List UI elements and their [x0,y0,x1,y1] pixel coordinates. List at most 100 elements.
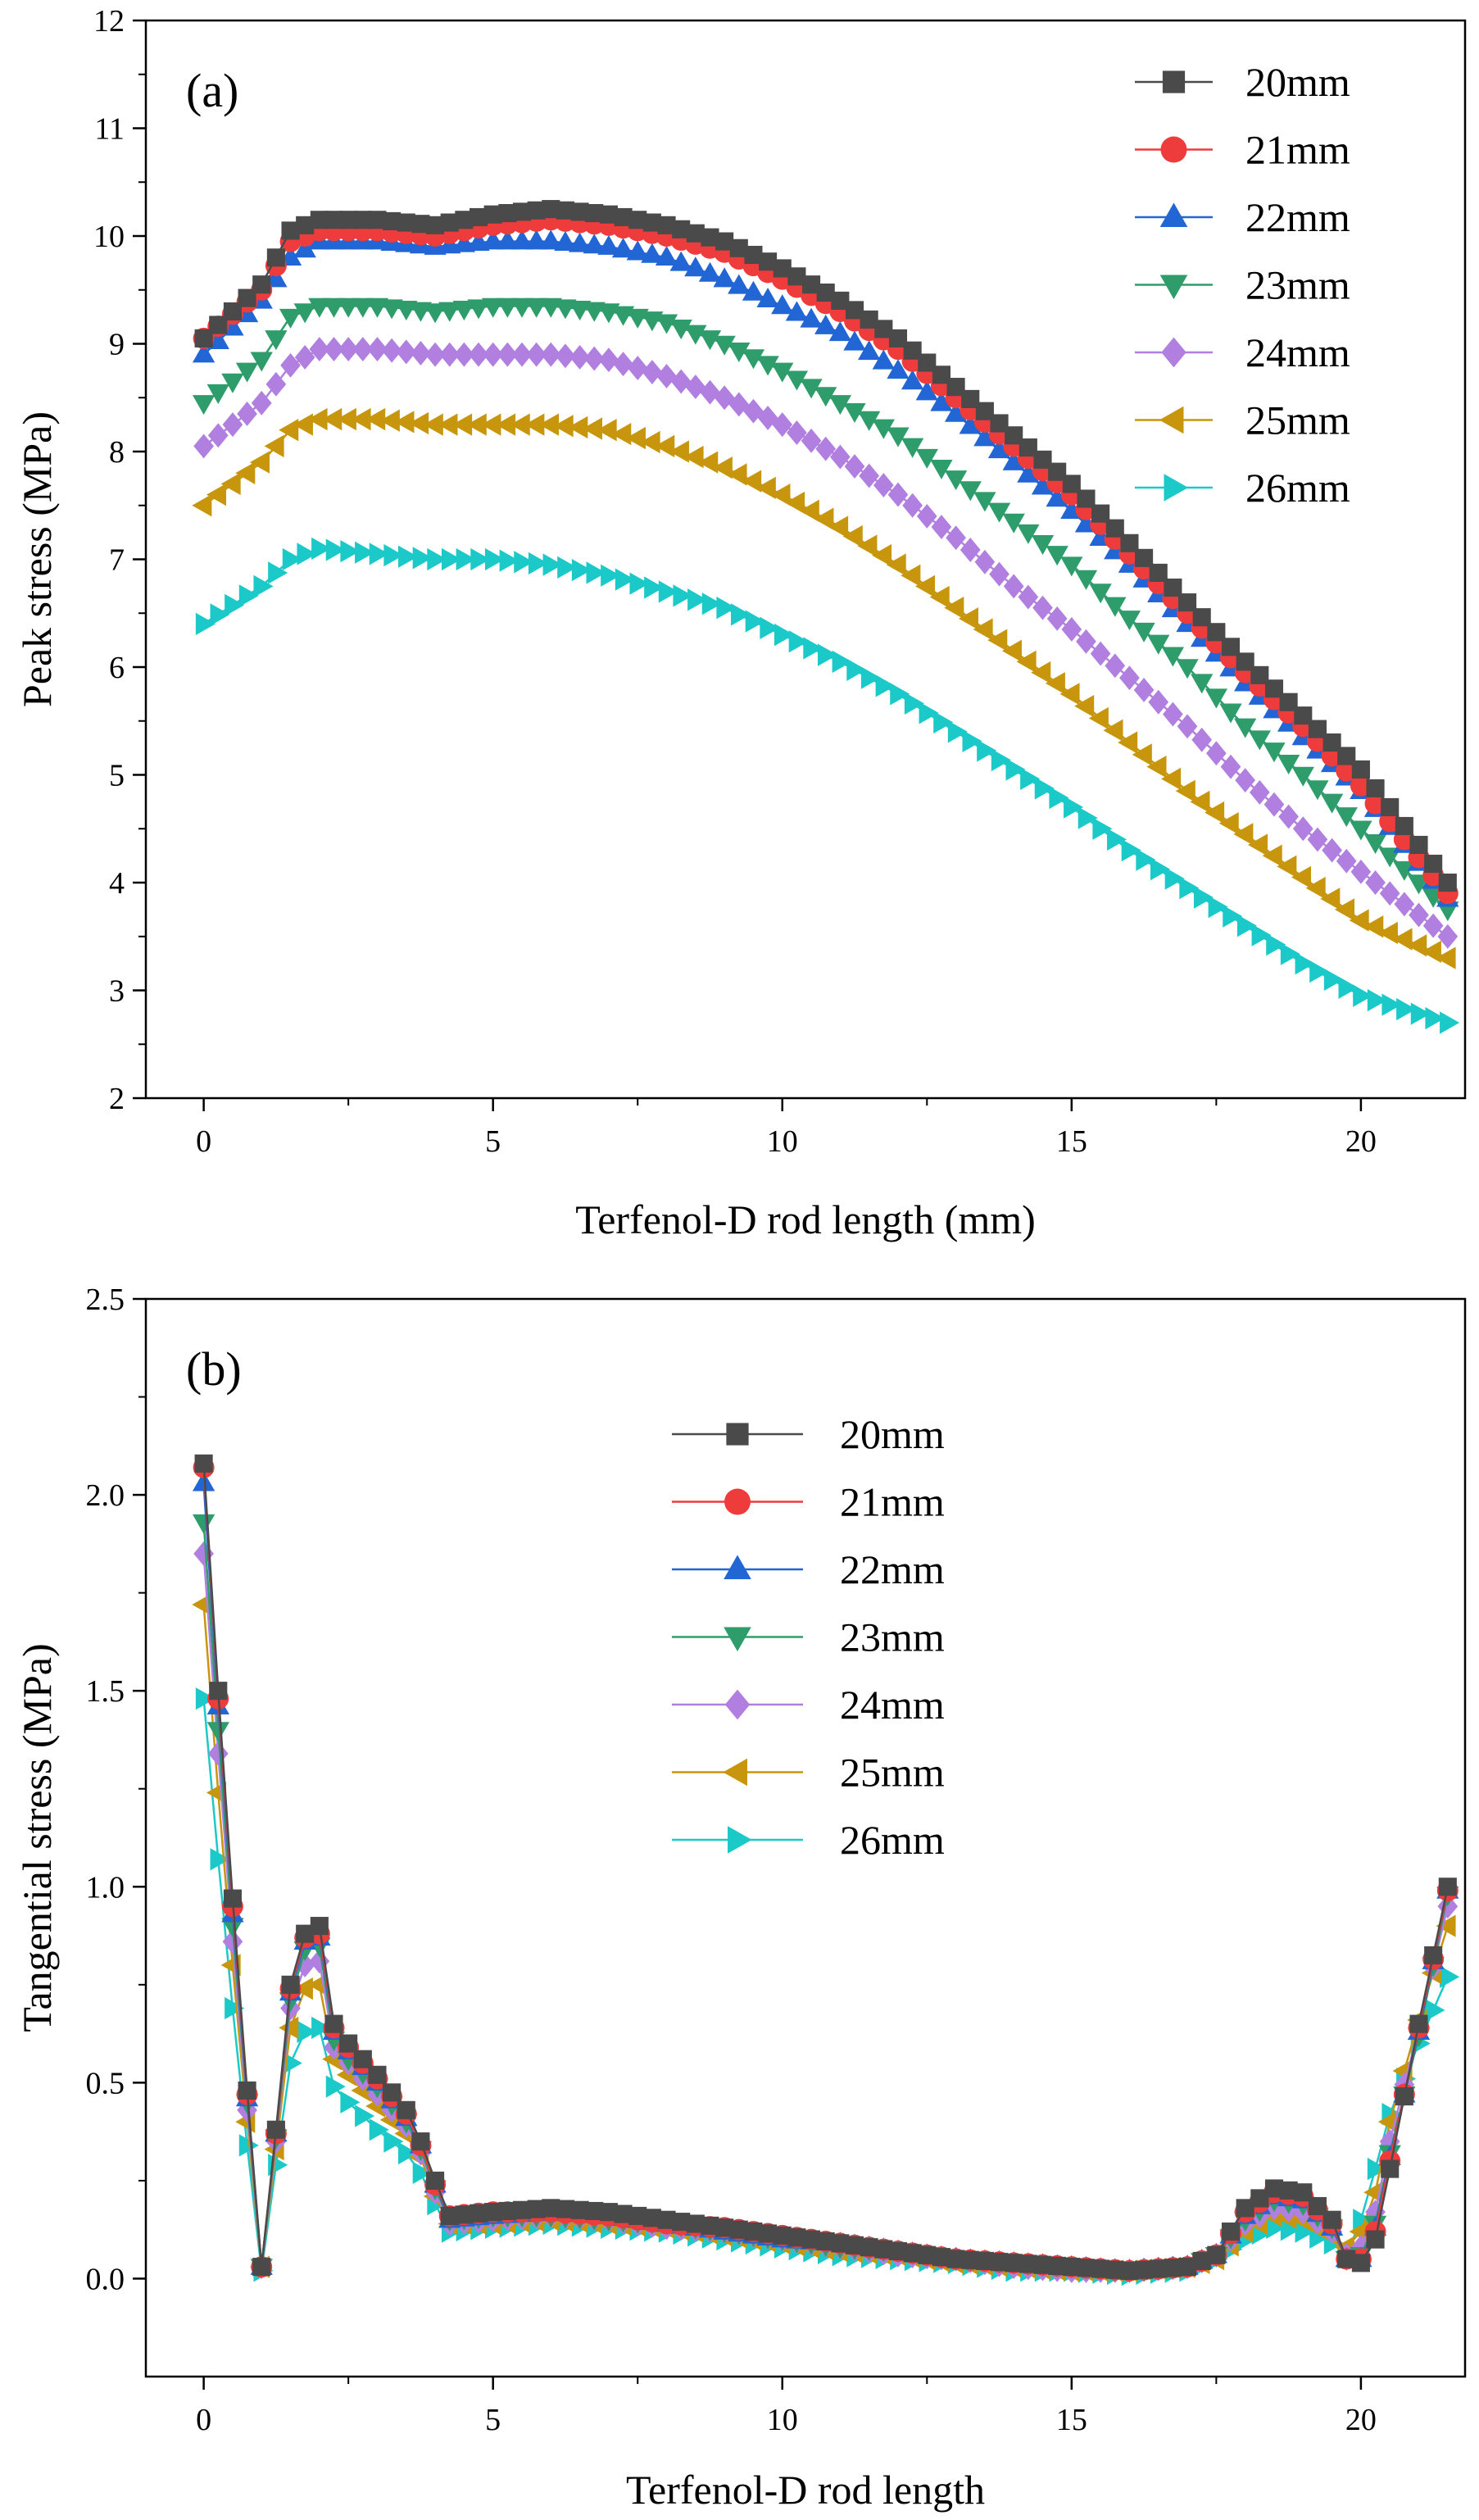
data-point-20mm [614,207,633,227]
data-point-22mm [655,246,678,266]
data-point-20mm [628,2206,647,2225]
data-point-20mm [729,238,748,257]
data-point-26mm [311,2016,332,2040]
data-point-25mm [293,1977,313,2000]
data-point-20mm [1424,854,1443,874]
data-point-26mm [571,559,592,582]
data-point-25mm [466,413,487,436]
data-point-22mm [554,230,577,251]
data-point-23mm [1191,674,1214,694]
data-point-25mm [625,426,646,450]
data-point-24mm [222,412,243,438]
data-point-23mm [800,379,823,399]
data-point-26mm [1338,976,1359,999]
legend-item-26mm: 26mm [1135,465,1350,511]
data-point-20mm [527,2200,546,2218]
data-point-20mm [310,211,329,229]
data-point-25mm [1161,767,1182,791]
data-point-25mm [1363,915,1384,938]
data-point-20mm [339,211,358,229]
data-point-25mm [307,407,328,431]
data-point-23mm [424,303,447,324]
data-point-22mm [698,261,722,282]
data-point-25mm [1031,661,1051,684]
data-point-24mm [656,364,677,388]
data-point-26mm [1425,1006,1445,1030]
data-point-23mm [1002,513,1025,534]
data-point-23mm [496,297,519,318]
data-point-26mm [355,541,375,564]
data-point-25mm [220,472,241,496]
data-point-22mm [583,234,606,254]
data-point-26mm [846,658,867,681]
data-point-26mm [1121,838,1141,862]
data-point-23mm [1263,742,1286,763]
data-point-22mm [843,330,866,351]
y-tick-label: 8 [109,435,125,470]
data-point-24mm [396,339,417,365]
data-point-24mm [1046,606,1068,631]
data-point-24mm [873,473,894,498]
data-point-26mm [557,556,578,579]
data-point-26mm [268,561,288,584]
series-line-25mm [202,1604,1449,2273]
data-point-24mm [1163,702,1183,727]
legend-marker [724,1689,751,1720]
data-point-26mm [253,574,274,598]
data-point-25mm [192,494,212,517]
data-point-20mm [1337,747,1356,765]
data-point-24mm [1350,859,1372,884]
data-point-23mm [713,335,736,356]
data-point-24mm [294,344,315,370]
data-point-24mm [1018,584,1039,610]
data-point-25mm [799,499,819,522]
data-point-24mm [569,344,590,370]
data-point-25mm [1334,898,1354,921]
data-point-26mm [1223,905,1243,928]
data-point-23mm [1350,820,1372,841]
data-point-26mm [860,666,881,689]
data-point-26mm [1410,1002,1431,1025]
data-point-23mm [1161,647,1185,667]
data-point-23mm [524,297,548,318]
data-point-25mm [1016,650,1037,674]
data-point-26mm [225,593,245,617]
data-point-24mm [772,412,793,438]
data-point-24mm [815,436,837,461]
data-point-20mm [1149,2259,1168,2278]
data-point-26mm [977,739,997,762]
data-point-24mm [887,482,909,507]
data-point-25mm [1436,1914,1456,1937]
data-point-20mm [1221,638,1241,656]
data-point-23mm [438,302,461,322]
data-point-23mm [930,459,953,480]
data-point-23mm [1363,833,1387,854]
data-point-25mm [538,413,560,436]
y-tick-label: 1.0 [86,1870,125,1905]
y-tick-label: 12 [93,4,125,39]
legend-marker [1164,474,1189,502]
data-point-26mm [470,547,491,571]
data-point-20mm [266,248,285,267]
data-point-25mm [1132,743,1152,766]
data-point-20mm [570,202,589,221]
data-point-26mm [1295,951,1315,975]
data-point-20mm [266,2120,285,2139]
data-point-24mm [1307,827,1328,852]
data-point-25mm [279,419,299,442]
data-point-20mm [383,2083,402,2102]
data-point-20mm [903,2244,922,2263]
data-point-20mm [1207,623,1226,642]
data-point-23mm [872,419,895,439]
legend-item-24mm: 24mm [1135,329,1350,375]
data-point-20mm [1120,2261,1139,2280]
series-24mm [193,337,1459,949]
data-point-20mm [1279,692,1298,711]
data-point-26mm [716,597,737,620]
data-point-25mm [235,461,256,484]
data-point-26mm [210,603,230,626]
data-point-20mm [1337,2250,1356,2268]
data-point-20mm [324,2014,343,2033]
data-point-24mm [265,371,287,397]
data-point-25mm [206,483,227,506]
